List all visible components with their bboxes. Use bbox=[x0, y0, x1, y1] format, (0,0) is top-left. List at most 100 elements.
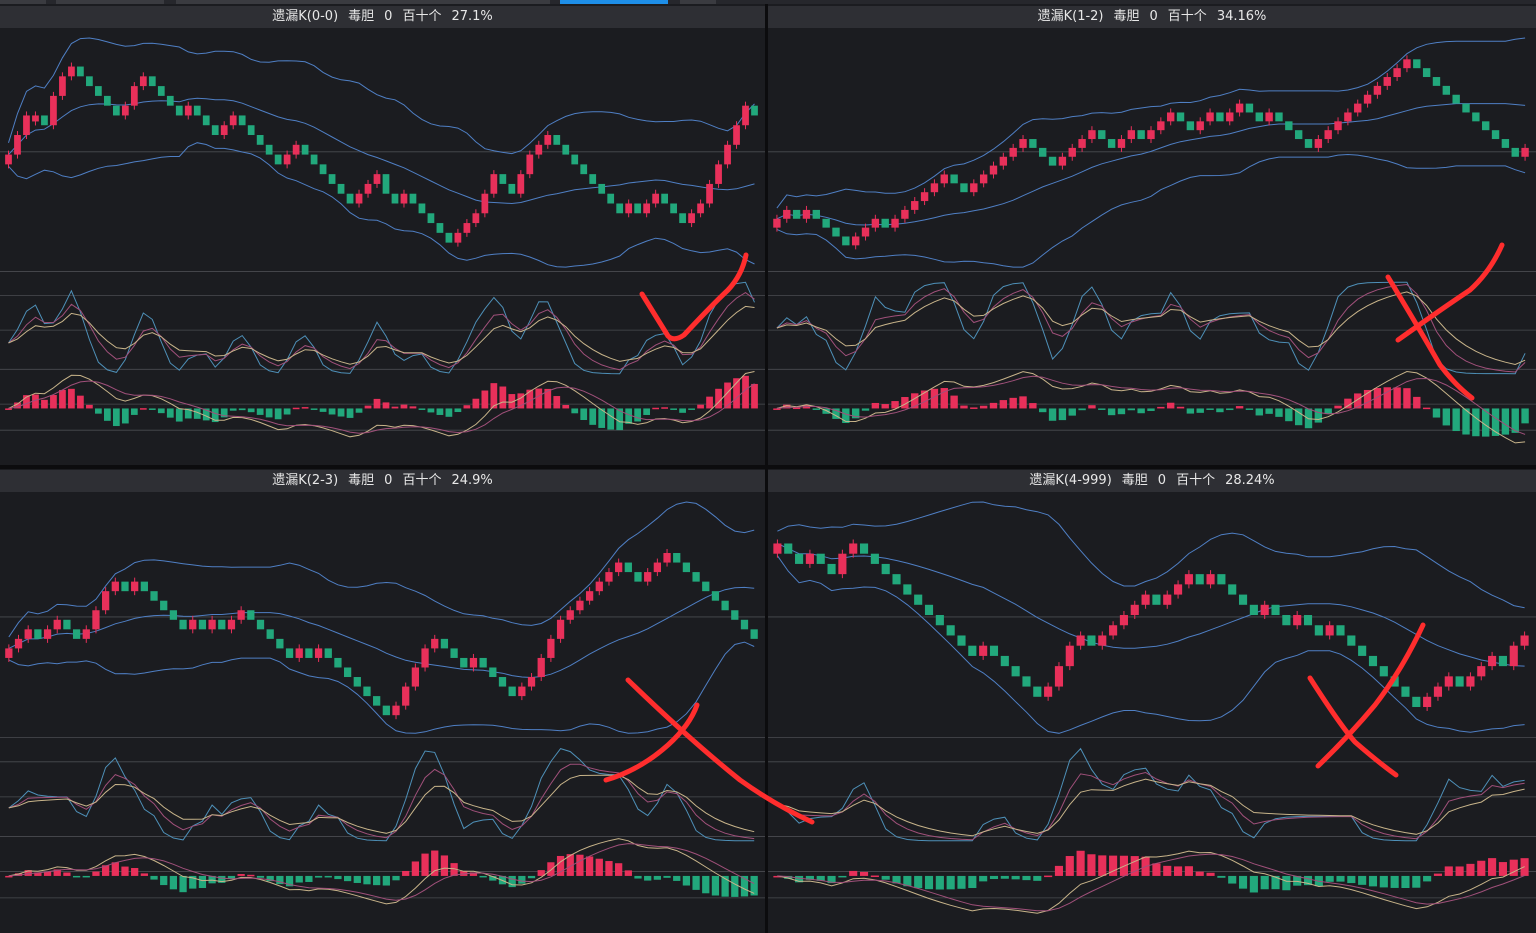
chart-panel-0[interactable]: 遗漏K(0-0) 毒胆 0 百十个 27.1% bbox=[0, 6, 765, 465]
candle-up bbox=[1521, 147, 1529, 157]
macd-bar-down bbox=[673, 875, 681, 881]
candle-down bbox=[305, 648, 313, 658]
macd-bar-up bbox=[382, 402, 390, 409]
macd-bar-up bbox=[1130, 856, 1139, 876]
boll-mid-line bbox=[8, 586, 755, 679]
candle-up bbox=[392, 705, 400, 716]
candle-up bbox=[1383, 77, 1391, 86]
macd-bar-up bbox=[920, 390, 929, 409]
candle-down bbox=[679, 213, 686, 224]
macd-bar-down bbox=[508, 875, 516, 888]
macd-bar-up bbox=[1235, 406, 1244, 409]
macd-bar-down bbox=[1127, 408, 1136, 411]
toolbar-tab-active[interactable] bbox=[560, 0, 668, 4]
macd-bar-up bbox=[469, 872, 478, 876]
macd-bar-up bbox=[792, 407, 801, 410]
panel-percent: 34.16% bbox=[1216, 9, 1267, 24]
macd-bar-down bbox=[589, 408, 597, 425]
toolbar-tab[interactable] bbox=[56, 0, 164, 4]
toolbar-tab[interactable] bbox=[176, 0, 550, 4]
macd-dea-line bbox=[8, 380, 755, 434]
boll-upper-line bbox=[8, 37, 755, 155]
candle-up bbox=[50, 95, 57, 126]
candle-down bbox=[1216, 112, 1224, 122]
macd-bar-up bbox=[553, 396, 561, 409]
macd-bar-up bbox=[1413, 396, 1421, 409]
candle-down bbox=[276, 638, 284, 649]
candle-down bbox=[812, 209, 820, 219]
macd-bar-up bbox=[1422, 407, 1431, 410]
candle-up bbox=[715, 164, 722, 184]
candle-down bbox=[274, 154, 282, 165]
candle-up bbox=[68, 66, 75, 77]
macd-bar-up bbox=[50, 395, 57, 409]
macd-bar-down bbox=[285, 875, 294, 887]
candle-up bbox=[805, 553, 814, 564]
macd-bar-down bbox=[1228, 875, 1237, 884]
candle-down bbox=[1462, 103, 1470, 113]
candlestick-chart[interactable] bbox=[768, 494, 1536, 933]
macd-bar-down bbox=[518, 875, 526, 884]
candlestick-chart[interactable] bbox=[0, 494, 765, 933]
macd-bar-down bbox=[750, 875, 758, 896]
macd-bar-up bbox=[1403, 388, 1411, 409]
macd-bar-up bbox=[68, 388, 75, 409]
macd-bar-down bbox=[702, 875, 710, 894]
candle-up bbox=[838, 553, 847, 575]
macd-bar-down bbox=[1137, 408, 1145, 414]
candle-up bbox=[518, 686, 526, 697]
macd-bar-down bbox=[1442, 408, 1451, 426]
candle-down bbox=[198, 619, 207, 630]
candle-down bbox=[1401, 686, 1410, 697]
macd-bar-down bbox=[989, 875, 999, 880]
macd-bar-up bbox=[930, 388, 939, 409]
candle-up bbox=[1488, 655, 1497, 667]
chart-panel-2[interactable]: 遗漏K(2-3) 毒胆 0 百十个 24.9% bbox=[0, 470, 765, 933]
candle-up bbox=[82, 629, 90, 639]
candle-up bbox=[773, 218, 781, 228]
candle-down bbox=[859, 543, 869, 554]
boll-upper-line bbox=[776, 37, 1526, 209]
macd-bar-down bbox=[1347, 875, 1356, 884]
macd-bar-down bbox=[957, 875, 966, 889]
candle-down bbox=[1390, 676, 1399, 687]
panel-name: 遗漏K(4-999) bbox=[1029, 473, 1112, 488]
candle-down bbox=[150, 591, 158, 601]
candle-up bbox=[431, 638, 439, 649]
candle-down bbox=[634, 203, 642, 214]
macd-bar-down bbox=[382, 875, 390, 886]
macd-bar-down bbox=[653, 875, 661, 880]
macd-bar-down bbox=[184, 408, 192, 419]
macd-bar-up bbox=[131, 868, 139, 876]
candle-down bbox=[924, 604, 934, 616]
macd-bar-up bbox=[1334, 405, 1342, 409]
macd-bar-down bbox=[218, 875, 226, 883]
candle-down bbox=[202, 115, 210, 126]
macd-bar-down bbox=[247, 408, 255, 413]
macd-bar-up bbox=[742, 375, 749, 409]
chart-panel-1[interactable]: 遗漏K(1-2) 毒胆 0 百十个 34.16% bbox=[768, 6, 1536, 465]
macd-bar-down bbox=[812, 408, 820, 410]
panel-name: 遗漏K(0-0) bbox=[272, 9, 339, 24]
macd-bar-down bbox=[274, 408, 282, 420]
macd-bar-down bbox=[1462, 408, 1470, 435]
candlestick-chart[interactable] bbox=[768, 30, 1536, 465]
candle-up bbox=[625, 203, 633, 214]
toolbar-tab[interactable] bbox=[680, 0, 716, 4]
candle-up bbox=[1344, 112, 1352, 122]
candle-down bbox=[256, 135, 264, 145]
candle-down bbox=[1176, 112, 1185, 122]
candle-down bbox=[77, 66, 84, 77]
candle-down bbox=[682, 562, 691, 573]
toolbar-tab[interactable] bbox=[0, 0, 46, 4]
macd-bar-down bbox=[328, 408, 336, 415]
candlestick-chart[interactable] bbox=[0, 30, 765, 465]
candle-down bbox=[1048, 156, 1057, 166]
candle-up bbox=[1196, 121, 1204, 131]
macd-bar-up bbox=[901, 397, 909, 409]
candle-up bbox=[1078, 139, 1086, 148]
candle-up bbox=[940, 174, 948, 184]
macd-bar-down bbox=[1482, 408, 1490, 437]
chart-panel-3[interactable]: 遗漏K(4-999) 毒胆 0 百十个 28.24% bbox=[768, 470, 1536, 933]
candle-down bbox=[1294, 130, 1303, 140]
